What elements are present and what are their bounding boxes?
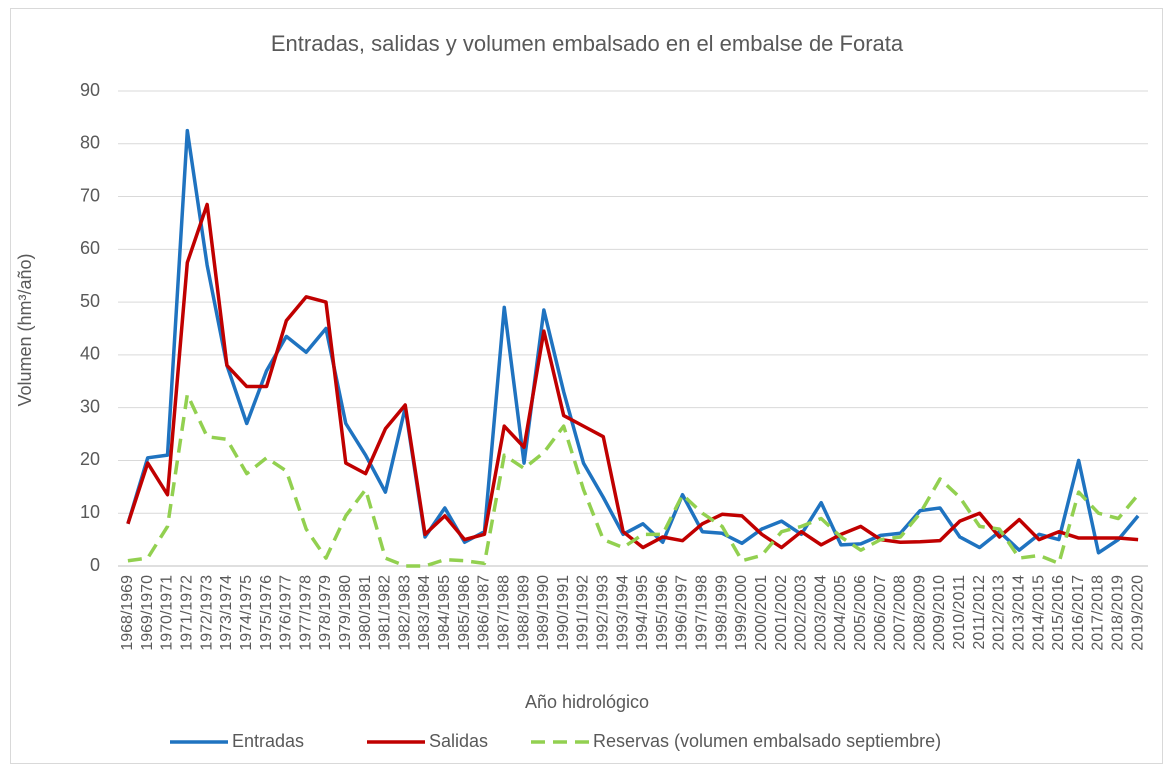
x-tick-label: 1988/1989 [515, 575, 532, 651]
x-tick-label: 2002/2003 [793, 575, 810, 651]
x-tick-label: 1992/1993 [595, 575, 612, 651]
legend-label: Salidas [429, 731, 488, 751]
y-axis-title: Volumen (hm³/año) [15, 253, 35, 406]
x-tick-label: 1997/1998 [694, 575, 711, 651]
y-tick-label: 50 [80, 291, 100, 311]
x-tick-label: 2008/2009 [911, 575, 928, 651]
x-tick-label: 1972/1973 [198, 575, 215, 651]
x-tick-label: 1977/1978 [297, 575, 314, 651]
x-tick-label: 2013/2014 [1010, 575, 1027, 651]
x-tick-label: 2007/2008 [892, 575, 909, 651]
y-tick-label: 0 [90, 555, 100, 575]
x-tick-label: 1994/1995 [634, 575, 651, 651]
x-tick-label: 1986/1987 [476, 575, 493, 651]
x-tick-label: 2001/2002 [773, 575, 790, 651]
x-tick-label: 2005/2006 [852, 575, 869, 651]
x-tick-label: 2016/2017 [1070, 575, 1087, 651]
x-tick-label: 1970/1971 [159, 575, 176, 651]
y-tick-label: 90 [80, 80, 100, 100]
y-tick-label: 70 [80, 185, 100, 205]
series-line [127, 392, 1140, 568]
chart-frame [10, 8, 1163, 764]
x-tick-label: 1998/1999 [713, 575, 730, 651]
x-tick-label: 2006/2007 [872, 575, 889, 651]
x-tick-label: 1980/1981 [357, 575, 374, 651]
x-tick-label: 2011/2012 [971, 575, 988, 650]
legend-label: Entradas [232, 731, 304, 751]
x-tick-label: 1985/1986 [456, 575, 473, 651]
x-tick-label: 1971/1972 [179, 575, 196, 651]
x-tick-label: 2009/2010 [931, 575, 948, 651]
x-tick-label: 1984/1985 [436, 575, 453, 651]
x-tick-label: 1990/1991 [555, 575, 572, 651]
y-tick-label: 80 [80, 133, 100, 153]
x-tick-label: 1983/1984 [416, 575, 433, 651]
x-tick-label: 1981/1982 [377, 575, 394, 651]
x-tick-label: 1973/1974 [218, 575, 235, 651]
x-tick-label: 1968/1969 [119, 575, 136, 651]
x-tick-label: 1978/1979 [317, 575, 334, 651]
y-tick-label: 10 [80, 502, 100, 522]
x-tick-label: 1991/1992 [575, 575, 592, 651]
x-tick-label: 2004/2005 [832, 575, 849, 651]
x-tick-label: 1974/1975 [238, 575, 255, 651]
series-line [126, 128, 1140, 555]
y-tick-label: 20 [80, 449, 100, 469]
x-tick-label: 2010/2011 [951, 575, 968, 650]
x-tick-label: 1999/2000 [733, 575, 750, 651]
x-tick-label: 1996/1997 [674, 575, 691, 651]
x-tick-label: 1982/1983 [396, 575, 413, 651]
x-tick-label: 1975/1976 [258, 575, 275, 651]
y-tick-label: 60 [80, 238, 100, 258]
x-tick-label: 2014/2015 [1030, 575, 1047, 651]
x-tick-label: 1969/1970 [139, 575, 156, 651]
y-tick-label: 30 [80, 396, 100, 416]
x-tick-label: 2012/2013 [991, 575, 1008, 651]
x-tick-label: 1993/1994 [614, 575, 631, 651]
x-tick-label: 2000/2001 [753, 575, 770, 651]
x-tick-label: 1989/1990 [535, 575, 552, 651]
legend-label: Reservas (volumen embalsado septiembre) [593, 731, 941, 751]
chart-title: Entradas, salidas y volumen embalsado en… [271, 31, 904, 56]
x-tick-label: 2017/2018 [1090, 575, 1107, 651]
x-tick-label: 2015/2016 [1050, 575, 1067, 651]
x-tick-label: 2019/2020 [1129, 575, 1146, 651]
y-tick-label: 40 [80, 344, 100, 364]
x-tick-label: 1979/1980 [337, 575, 354, 651]
x-tick-label: 1995/1996 [654, 575, 671, 651]
x-tick-label: 1976/1977 [278, 575, 295, 651]
x-tick-label: 2018/2019 [1110, 575, 1127, 651]
x-tick-label: 1987/1988 [495, 575, 512, 651]
x-axis-title: Año hidrológico [525, 692, 649, 712]
x-tick-label: 2003/2004 [812, 575, 829, 651]
